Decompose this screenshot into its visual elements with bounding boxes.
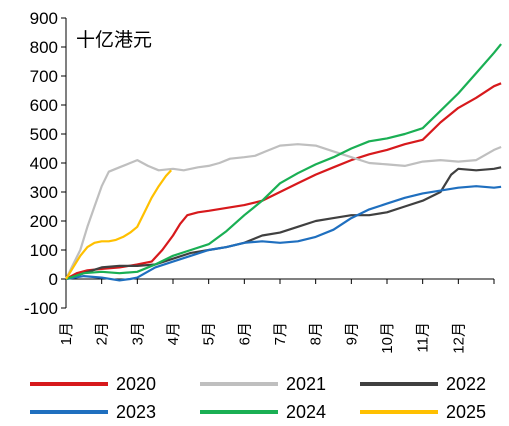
x-tick-label: 4月 [165,322,182,345]
x-tick-label: 7月 [272,322,289,345]
legend-item-2020: 2020 [30,372,156,396]
legend-label: 2021 [286,373,327,394]
legend-label: 2023 [116,401,157,422]
legend-label: 2025 [446,401,487,422]
y-tick-label: 200 [30,212,58,231]
legend-swatch [30,410,108,414]
legend-label: 2022 [446,373,487,394]
legend-swatch [200,410,278,414]
series-lines [65,43,502,282]
legend-label: 2024 [286,401,327,422]
series-line-2023 [65,185,502,282]
y-axis: -100 0 100 200 300 400 500 600 700 800 900 [24,9,67,318]
legend-item-2024: 2024 [200,400,326,424]
unit-label: 十亿港元 [76,29,152,51]
x-tick-label: 5月 [201,322,218,345]
legend-swatch [30,382,108,386]
legend-item-2023: 2023 [30,400,156,424]
x-axis: 1月 2月 3月 4月 5月 6月 7月 8月 9月 10月 11月 12月 [58,278,495,354]
legend-swatch [360,410,438,414]
series-line-2022 [65,166,502,281]
x-tick-label: 9月 [343,322,360,345]
y-tick-label: 800 [30,38,58,57]
y-tick-label: 300 [30,183,58,202]
y-tick-label: 400 [30,154,58,173]
chart-legend: 2020 2021 2022 2023 2024 2025 [0,370,509,426]
y-tick-label: 0 [49,270,58,289]
y-tick-label: 600 [30,96,58,115]
y-tick-label: -100 [24,299,58,318]
legend-item-2021: 2021 [200,372,326,396]
y-tick-label: 700 [30,67,58,86]
x-tick-label: 3月 [129,322,146,345]
x-tick-label: 2月 [94,322,111,345]
legend-swatch [200,382,278,386]
y-tick-label: 500 [30,125,58,144]
x-tick-label: 12月 [450,322,467,354]
y-tick-label: 100 [30,241,58,260]
line-chart: -100 0 100 200 300 400 500 600 700 800 900 1月 2月 3月 4… [24,9,502,354]
legend-item-2022: 2022 [360,372,486,396]
legend-swatch [360,382,438,386]
legend-item-2025: 2025 [360,400,486,424]
x-tick-label: 8月 [308,322,325,345]
series-line-2021 [65,143,502,280]
x-tick-label: 11月 [415,322,432,353]
series-line-2024 [65,43,502,281]
legend-label: 2020 [116,373,157,394]
y-tick-label: 900 [30,9,58,28]
series-line-2025 [65,169,173,280]
x-tick-label: 1月 [58,322,75,345]
x-tick-label: 6月 [236,322,253,345]
x-tick-label: 10月 [379,322,396,354]
